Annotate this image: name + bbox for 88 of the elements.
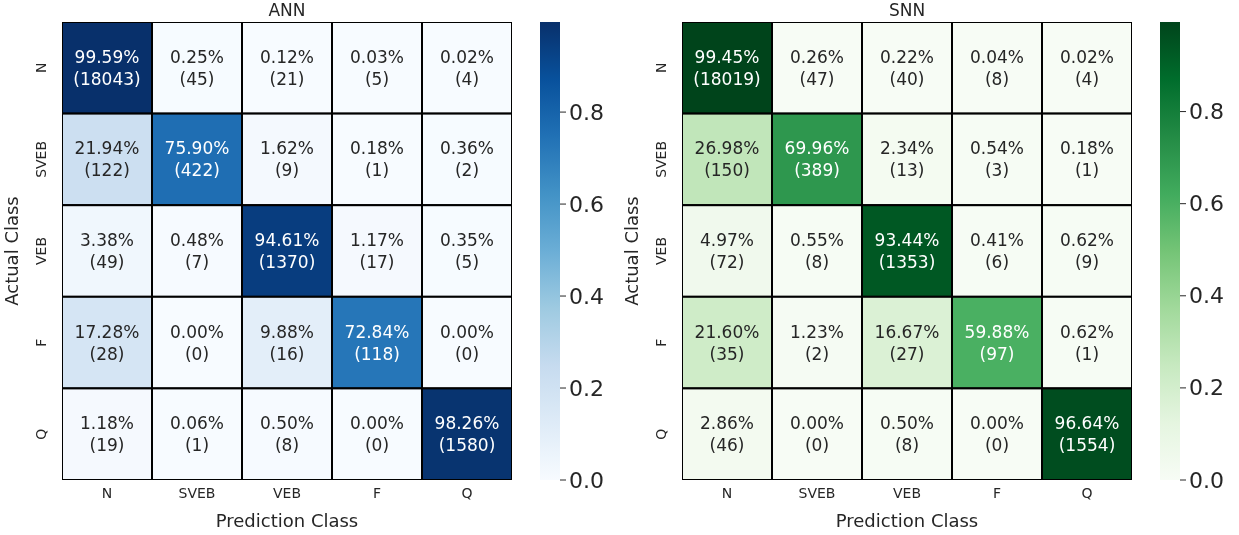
chart-title: ANN: [267, 0, 307, 20]
x-tick-label: VEB: [272, 484, 302, 501]
data-label: 0.26% (47): [789, 46, 845, 89]
data-label: 0.22% (40): [879, 46, 935, 89]
data-label: 0.55% (8): [789, 230, 845, 272]
y-tick-label: Q: [33, 428, 49, 440]
color-bar-label: 0.8: [1189, 99, 1224, 125]
data-label: 2.86% (46): [699, 413, 755, 456]
data-label: 99.45% (18019): [693, 46, 761, 89]
x-tick-label: F: [372, 484, 382, 501]
data-label: 0.54% (3): [969, 138, 1025, 181]
data-label: 93.44% (1353): [874, 230, 940, 272]
x-tick-label: F: [992, 484, 1002, 501]
x-tick-label: SVEB: [178, 484, 216, 501]
data-label: 0.02% (4): [1059, 46, 1115, 89]
data-label: 0.18% (1): [349, 138, 405, 181]
y-tick-label: N: [33, 62, 49, 74]
data-label: 3.38% (49): [79, 230, 135, 272]
data-label: 1.62% (9): [259, 138, 315, 181]
y-tick-label: VEB: [33, 236, 49, 266]
color-bar-label: 0.6: [569, 191, 604, 217]
data-label: 4.97% (72): [699, 230, 755, 272]
color-bar-label: 0.2: [1189, 375, 1224, 401]
data-label: 0.12% (21): [259, 46, 315, 89]
color-bar-label: 0.2: [569, 375, 604, 401]
color-bar-label: 0.0: [569, 467, 604, 493]
x-tick-label: N: [101, 484, 113, 501]
data-label: 0.35% (5): [439, 230, 495, 272]
data-label: 98.26% (1580): [434, 413, 500, 456]
data-label: 0.36% (2): [439, 138, 495, 181]
data-label: 2.34% (13): [879, 138, 935, 181]
data-label: 75.90% (422): [164, 138, 230, 181]
data-label: 26.98% (150): [694, 138, 760, 181]
data-label: 99.59% (18043): [73, 46, 141, 89]
data-label: 0.04% (8): [969, 46, 1025, 89]
data-label: 72.84% (118): [344, 321, 410, 364]
color-bar-label: 0.4: [569, 283, 604, 309]
data-label: 0.25% (45): [169, 46, 225, 89]
y-axis-title: Actual Class: [1, 196, 23, 306]
y-axis-title: Actual Class: [621, 196, 643, 306]
data-label: 0.18% (1): [1059, 138, 1115, 181]
data-label: 0.00% (0): [969, 413, 1025, 456]
y-tick-label: N: [653, 62, 669, 74]
data-label: 0.62% (9): [1059, 230, 1115, 272]
data-label: 0.00% (0): [169, 321, 225, 364]
x-axis-title: Prediction Class: [215, 510, 359, 531]
data-label: 96.64% (1554): [1054, 413, 1120, 456]
x-tick-label: SVEB: [798, 484, 836, 501]
data-label: 0.50% (8): [879, 413, 935, 456]
data-label: 0.03% (5): [349, 46, 405, 89]
data-label: 0.48% (7): [169, 230, 225, 272]
data-label: 1.17% (17): [349, 230, 405, 272]
color-scale: 0.0 0.2 0.4 0.6 0.8: [520, 0, 620, 535]
data-label: 0.00% (0): [439, 321, 495, 364]
x-tick-label: Q: [461, 484, 473, 501]
data-label: 17.28% (28): [74, 321, 140, 364]
data-label: 0.62% (1): [1059, 321, 1115, 364]
x-axis-title: Prediction Class: [835, 510, 979, 531]
y-tick-label: SVEB: [653, 140, 669, 178]
data-label: 1.23% (2): [789, 321, 845, 364]
data-label: 21.60% (35): [694, 321, 760, 364]
data-label: 21.94% (122): [74, 138, 140, 181]
data-label: 0.50% (8): [259, 413, 315, 456]
color-bar-label: 0.8: [569, 99, 604, 125]
y-tick-label: SVEB: [33, 140, 49, 178]
color-scale: 0.0 0.2 0.4 0.6 0.8: [1140, 0, 1239, 535]
color-bar-label: 0.4: [1189, 283, 1224, 309]
y-tick-label: F: [33, 338, 49, 347]
data-label: 0.06% (1): [169, 413, 225, 456]
data-label: 0.00% (0): [349, 413, 405, 456]
chart-title: SNN: [887, 0, 927, 20]
y-tick-label: F: [653, 338, 669, 347]
data-label: 0.02% (4): [439, 46, 495, 89]
data-label: 1.18% (19): [79, 413, 135, 456]
data-label: 69.96% (389): [784, 138, 850, 181]
data-label: 59.88% (97): [964, 321, 1030, 364]
color-bar-label: 0.0: [1189, 467, 1224, 493]
x-tick-label: N: [721, 484, 733, 501]
data-label: 0.41% (6): [969, 230, 1025, 272]
x-tick-label: Q: [1081, 484, 1093, 501]
data-label: 9.88% (16): [259, 321, 315, 364]
color-bar-label: 0.6: [1189, 191, 1224, 217]
y-tick-label: Q: [653, 428, 669, 440]
y-tick-label: VEB: [653, 236, 669, 266]
data-label: 0.00% (0): [789, 413, 845, 456]
data-label: 94.61% (1370): [254, 230, 320, 272]
x-tick-label: VEB: [892, 484, 922, 501]
data-label: 16.67% (27): [874, 321, 940, 364]
